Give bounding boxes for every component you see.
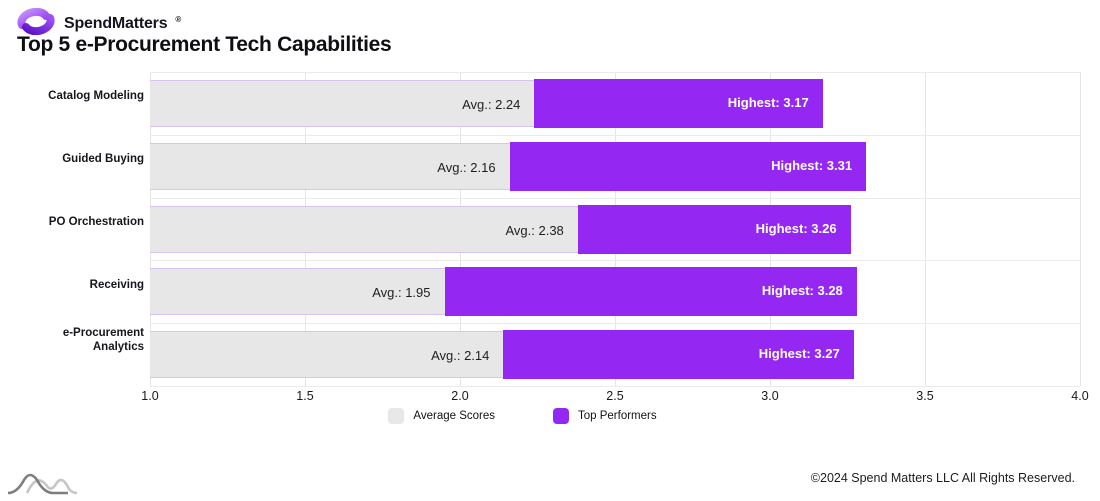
top-performer-value: Highest: 3.26 — [755, 221, 837, 236]
top-performer-value: Highest: 3.28 — [761, 283, 843, 298]
legend-label: Average Scores — [413, 410, 495, 422]
category-label: e-Procurement Analytics — [62, 327, 144, 354]
average-score-bar: Avg.: 2.14 — [150, 331, 504, 378]
bar-row: Avg.: 2.38 Highest: 3.26 — [150, 205, 1080, 254]
bar-chart: Catalog Modeling Guided Buying PO Orchestr… — [0, 72, 1100, 387]
category-label: PO Orchestration — [48, 216, 144, 228]
legend-item: Average Scores — [388, 408, 495, 424]
plot-area: Avg.: 2.24 Highest: 3.17 Avg.: 2.16 Highest… — [150, 72, 1081, 387]
horizontal-gridline — [150, 72, 1080, 73]
category-label: Guided Buying — [62, 153, 144, 165]
average-score-value: Avg.: 2.24 — [462, 97, 521, 112]
legend-label: Top Performers — [578, 410, 657, 422]
bar-row: Avg.: 1.95 Highest: 3.28 — [150, 267, 1080, 316]
vertical-gridline — [925, 72, 926, 386]
average-score-value: Avg.: 1.95 — [372, 285, 431, 300]
x-axis-tick-label: 3.0 — [761, 389, 779, 403]
x-axis-tick-label: 1.0 — [141, 389, 159, 403]
wave-curves-icon — [6, 468, 86, 501]
y-axis-labels: Catalog Modeling Guided Buying PO Orchestr… — [24, 72, 144, 386]
average-score-bar: Avg.: 1.95 — [150, 268, 445, 315]
spendmatters-logo-icon — [16, 7, 56, 40]
average-score-value: Avg.: 2.14 — [431, 348, 490, 363]
horizontal-gridline — [150, 198, 1080, 199]
x-axis-tick-label: 3.5 — [916, 389, 934, 403]
x-axis-tick-label: 1.5 — [296, 389, 314, 403]
legend-item: Top Performers — [553, 408, 657, 424]
average-score-bar: Avg.: 2.38 — [150, 206, 578, 253]
legend-swatch — [553, 408, 569, 424]
brand-header: SpendMatters ® — [16, 7, 182, 40]
category-label: Catalog Modeling — [48, 90, 144, 102]
top-performer-bar: Highest: 3.28 — [444, 267, 857, 316]
bar-row: Avg.: 2.24 Highest: 3.17 — [150, 79, 1080, 128]
top-performer-value: Highest: 3.31 — [771, 158, 853, 173]
registered-mark: ® — [175, 14, 182, 24]
top-performer-bar: Highest: 3.17 — [534, 79, 823, 128]
horizontal-gridline — [150, 135, 1080, 136]
horizontal-gridline — [150, 260, 1080, 261]
top-performer-bar: Highest: 3.27 — [503, 330, 854, 379]
category-label: Receiving — [89, 279, 144, 291]
horizontal-gridline — [150, 386, 1080, 387]
top-performer-value: Highest: 3.17 — [727, 95, 809, 110]
page-title: Top 5 e-Procurement Tech Capabilities — [17, 33, 392, 56]
average-score-value: Avg.: 2.38 — [505, 223, 564, 238]
horizontal-gridline — [150, 323, 1080, 324]
average-score-bar: Avg.: 2.24 — [150, 80, 535, 127]
x-axis-tick-label: 2.0 — [451, 389, 469, 403]
chart-legend: Average Scores Top Performers — [0, 408, 1045, 424]
average-score-value: Avg.: 2.16 — [437, 160, 496, 175]
top-performer-value: Highest: 3.27 — [758, 346, 840, 361]
legend-swatch — [388, 408, 405, 424]
bar-row: Avg.: 2.14 Highest: 3.27 — [150, 330, 1080, 379]
x-axis: 1.0 1.5 2.0 2.5 3.0 3.5 4.0 — [141, 386, 1088, 404]
average-score-bar: Avg.: 2.16 — [150, 143, 510, 190]
top-performer-bar: Highest: 3.31 — [509, 142, 867, 191]
x-axis-tick-label: 2.5 — [606, 389, 624, 403]
copyright-text: ©2024 Spend Matters LLC All Rights Reser… — [810, 471, 1075, 485]
top-performer-bar: Highest: 3.26 — [577, 205, 851, 254]
x-axis-tick-label: 4.0 — [1071, 389, 1089, 403]
brand-name: SpendMatters — [64, 15, 168, 32]
bar-row: Avg.: 2.16 Highest: 3.31 — [150, 142, 1080, 191]
vertical-gridline — [1080, 72, 1081, 386]
